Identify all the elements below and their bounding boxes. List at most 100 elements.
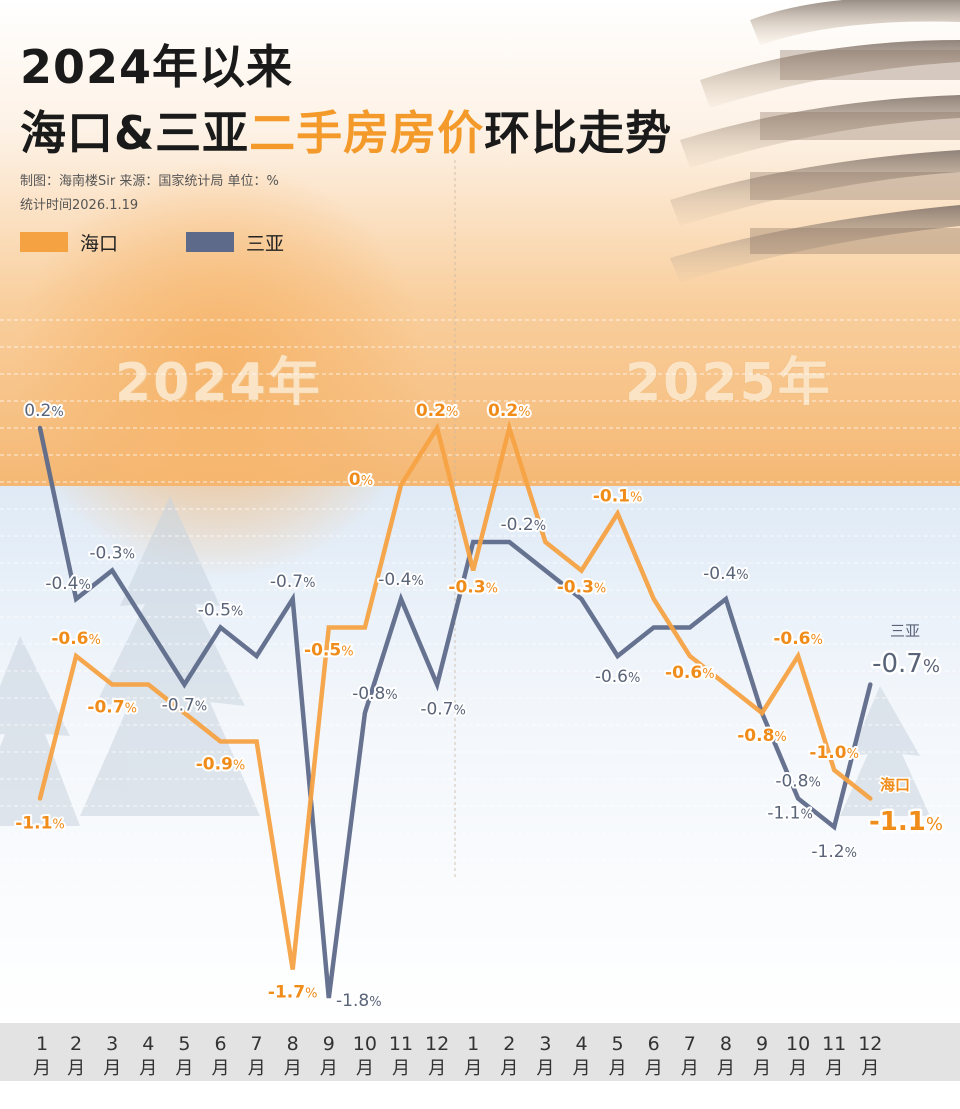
data-label-haikou: -1.0% [809, 743, 859, 763]
x-tick-unit: 月 [717, 1058, 735, 1079]
x-axis-bottom-strip [0, 1081, 960, 1109]
x-tick-unit: 月 [645, 1058, 663, 1079]
x-tick-number: 11 [389, 1033, 413, 1055]
data-label-sanya: -0.7% [270, 572, 316, 592]
end-label-sanya-value: -0.7% [872, 649, 940, 679]
data-label-haikou: -0.8% [737, 726, 787, 746]
x-tick-unit: 月 [139, 1058, 157, 1079]
data-label-haikou: 0.2% [488, 401, 530, 421]
x-tick-unit: 月 [320, 1058, 338, 1079]
title-suffix: 环比走势 [484, 106, 673, 160]
x-tick-unit: 月 [428, 1058, 446, 1079]
title-line-2: 海口&三亚二手房房价环比走势 [20, 110, 672, 156]
end-label-haikou-value: -1.1% [869, 807, 943, 837]
x-tick-unit: 月 [103, 1058, 121, 1079]
meta-source: 制图：海南楼Sir 来源：国家统计局 单位：% [20, 174, 279, 189]
end-label-sanya-name: 三亚 [890, 622, 920, 640]
legend-haikou: 海口 [20, 230, 119, 255]
x-tick-number: 1 [36, 1033, 48, 1055]
x-tick-number: 5 [178, 1033, 190, 1055]
x-tick-number: 7 [251, 1033, 263, 1055]
data-label-sanya: -1.2% [811, 842, 857, 862]
data-label-haikou: -1.1% [15, 814, 65, 834]
x-tick-unit: 月 [500, 1058, 518, 1079]
x-tick-unit: 月 [464, 1058, 482, 1079]
x-tick-number: 6 [648, 1033, 660, 1055]
legend-sanya: 三亚 [186, 230, 285, 255]
gridlines [0, 319, 960, 996]
x-tick-unit: 月 [248, 1058, 266, 1079]
end-label-haikou-name: 海口 [880, 776, 910, 794]
x-tick-unit: 月 [536, 1058, 554, 1079]
data-label-sanya: -0.4% [378, 570, 424, 590]
data-label-sanya: -0.8% [352, 684, 398, 704]
x-tick-unit: 月 [861, 1058, 879, 1079]
data-label-haikou: -1.7% [268, 983, 318, 1003]
x-tick-number: 10 [786, 1033, 810, 1055]
data-label-sanya: -0.3% [89, 544, 135, 564]
x-tick-number: 9 [756, 1033, 768, 1055]
x-tick-unit: 月 [753, 1058, 771, 1079]
data-label-haikou: -0.7% [87, 698, 137, 718]
data-label-sanya: -0.4% [45, 574, 91, 594]
legend-swatch-haikou [20, 232, 68, 252]
data-label-sanya: 0.2% [24, 401, 63, 421]
x-tick-number: 6 [214, 1033, 226, 1055]
x-tick-number: 4 [575, 1033, 587, 1055]
x-tick-unit: 月 [175, 1058, 193, 1079]
data-label-sanya: -0.8% [775, 772, 821, 792]
x-tick-number: 2 [503, 1033, 515, 1055]
data-label-haikou: -0.6% [51, 629, 101, 649]
x-tick-number: 12 [858, 1033, 882, 1055]
legend-label-haikou: 海口 [80, 232, 119, 255]
x-tick-unit: 月 [609, 1058, 627, 1079]
data-label-haikou: -0.6% [665, 663, 715, 683]
data-label-sanya: -1.8% [336, 991, 382, 1011]
x-tick-number: 3 [106, 1033, 118, 1055]
title-highlight: 二手房房价 [249, 106, 485, 160]
x-tick-unit: 月 [392, 1058, 410, 1079]
x-axis-band [0, 1023, 960, 1081]
x-tick-number: 2 [70, 1033, 82, 1055]
meta-date: 统计时间2026.1.19 [20, 198, 139, 213]
data-label-sanya: -0.6% [595, 667, 641, 687]
x-tick-unit: 月 [573, 1058, 591, 1079]
series-line-sanya [37, 425, 873, 999]
x-tick-number: 3 [539, 1033, 551, 1055]
x-tick-unit: 月 [825, 1058, 843, 1079]
sunset-glow [10, 160, 430, 580]
data-label-haikou: -0.3% [557, 578, 607, 598]
x-tick-unit: 月 [284, 1058, 302, 1079]
data-label-sanya: -0.4% [703, 564, 749, 584]
title-line-1: 2024年以来 [20, 40, 294, 94]
x-tick-unit: 月 [212, 1058, 230, 1079]
legend-swatch-sanya [186, 232, 234, 252]
x-tick-number: 12 [425, 1033, 449, 1055]
x-tick-number: 9 [323, 1033, 335, 1055]
x-tick-number: 5 [612, 1033, 624, 1055]
legend-label-sanya: 三亚 [246, 232, 285, 255]
data-label-haikou: -0.9% [196, 755, 246, 775]
x-tick-number: 10 [353, 1033, 377, 1055]
data-label-haikou: -0.1% [593, 487, 643, 507]
series-line-haikou [37, 419, 873, 970]
data-label-haikou: -0.6% [773, 629, 823, 649]
x-tick-number: 4 [142, 1033, 154, 1055]
x-tick-unit: 月 [789, 1058, 807, 1079]
year-label-2025: 2025年 [625, 353, 832, 413]
data-label-sanya: -0.5% [198, 601, 244, 621]
year-label-2024: 2024年 [115, 353, 322, 413]
x-tick-unit: 月 [681, 1058, 699, 1079]
x-tick-unit: 月 [67, 1058, 85, 1079]
x-tick-number: 7 [684, 1033, 696, 1055]
title-cities: 海口&三亚 [20, 106, 250, 160]
data-label-sanya: -0.7% [420, 700, 466, 720]
building-illustration [670, 0, 960, 282]
x-tick-number: 11 [822, 1033, 846, 1055]
x-tick-number: 1 [467, 1033, 479, 1055]
data-label-haikou: -0.3% [448, 578, 498, 598]
data-label-sanya: -0.7% [162, 696, 208, 716]
data-label-haikou: 0% [349, 470, 373, 490]
x-tick-number: 8 [287, 1033, 299, 1055]
